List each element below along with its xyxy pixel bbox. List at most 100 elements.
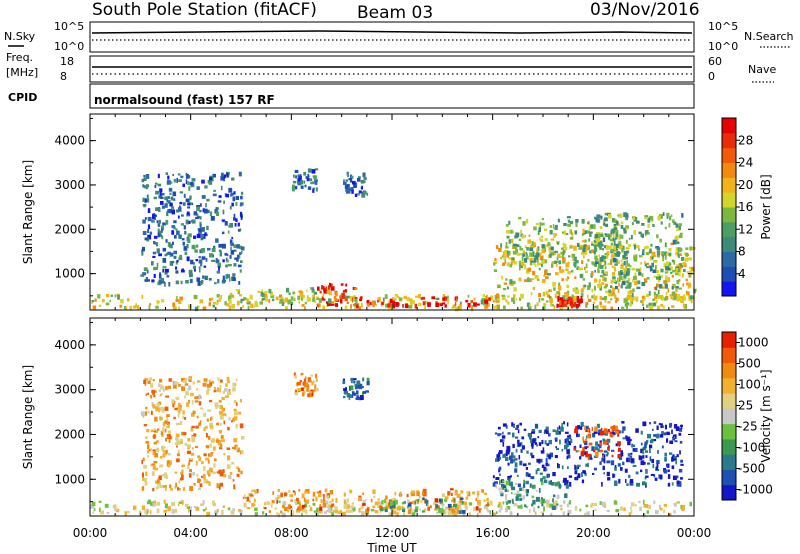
range-cell <box>152 465 157 470</box>
range-cell <box>629 289 633 294</box>
range-cell <box>146 184 149 188</box>
range-cell <box>293 174 295 178</box>
range-cell <box>360 386 364 389</box>
range-cell <box>631 296 635 301</box>
range-cell <box>688 295 691 299</box>
range-cell <box>377 498 380 501</box>
range-cell <box>151 279 155 283</box>
range-cell <box>198 259 203 264</box>
range-cell <box>661 431 664 435</box>
x-tick-label: 08:00 <box>274 526 309 540</box>
range-cell <box>583 284 587 288</box>
range-cell <box>419 508 421 511</box>
range-cell <box>651 262 654 268</box>
range-cell <box>175 482 178 488</box>
range-cell <box>162 422 166 427</box>
range-cell <box>216 471 220 474</box>
range-cell <box>655 264 657 270</box>
range-cell <box>160 393 163 396</box>
range-cell <box>220 435 224 439</box>
range-cell <box>310 181 314 185</box>
range-cell <box>286 287 290 293</box>
range-cell <box>152 379 155 382</box>
range-cell <box>587 221 589 224</box>
range-cell <box>394 491 397 496</box>
range-cell <box>191 425 195 429</box>
range-cell <box>196 186 200 190</box>
range-cell <box>567 440 572 446</box>
range-cell <box>634 296 639 300</box>
range-cell <box>556 260 559 263</box>
range-cell <box>444 506 449 510</box>
range-cell <box>145 440 150 444</box>
range-cell <box>632 222 634 226</box>
range-cell <box>163 499 166 504</box>
range-cell <box>530 452 533 456</box>
range-cell <box>228 264 232 267</box>
range-cell <box>195 244 199 248</box>
range-cell <box>615 285 618 290</box>
range-cell <box>626 483 629 486</box>
range-cell <box>603 286 607 289</box>
range-cell <box>147 392 150 395</box>
range-cell <box>550 289 553 292</box>
range-cell <box>640 300 642 303</box>
range-cell <box>178 479 181 484</box>
range-cell <box>512 250 517 255</box>
range-cell <box>505 480 509 486</box>
range-cell <box>354 304 357 310</box>
colorbar-swatch <box>722 147 736 163</box>
range-cell <box>629 480 634 486</box>
range-cell <box>602 438 606 442</box>
range-cell <box>552 498 554 503</box>
range-cell <box>120 298 124 304</box>
range-cell <box>535 511 537 515</box>
range-cell <box>213 463 216 468</box>
range-cell <box>614 266 616 272</box>
range-cell <box>357 178 361 182</box>
range-cell <box>573 261 577 267</box>
range-cell <box>252 502 255 507</box>
range-cell <box>174 442 179 446</box>
range-cell <box>650 473 655 476</box>
range-cell <box>304 382 309 387</box>
range-cell <box>558 292 561 297</box>
range-cell <box>641 273 644 277</box>
range-cell <box>214 387 216 391</box>
range-cell <box>618 282 620 287</box>
range-cell <box>604 212 607 216</box>
range-cell <box>304 490 308 494</box>
range-cell <box>542 476 546 480</box>
range-cell <box>639 267 642 272</box>
range-cell <box>575 222 578 227</box>
range-cell <box>188 175 191 179</box>
range-cell <box>675 235 679 240</box>
range-cell <box>505 224 509 227</box>
range-cell <box>565 268 569 272</box>
range-cell <box>661 445 664 449</box>
range-cell <box>166 421 170 425</box>
range-cell <box>613 223 617 227</box>
range-cell <box>667 482 671 487</box>
range-cell <box>217 262 221 268</box>
range-cell <box>153 241 156 245</box>
range-cell <box>538 429 542 433</box>
range-cell <box>600 233 604 237</box>
range-cell <box>499 504 503 508</box>
range-cell <box>631 458 635 463</box>
range-cell <box>323 496 325 501</box>
range-cell <box>531 244 535 248</box>
range-cell <box>321 285 324 290</box>
freq-panel: Freq. [MHz] 18 8 60 0 Nave <box>6 51 776 83</box>
range-cell <box>614 230 619 233</box>
range-cell <box>176 209 180 213</box>
range-cell <box>142 272 147 276</box>
range-cell <box>538 458 543 463</box>
range-cell <box>660 423 663 429</box>
range-cell <box>222 279 226 283</box>
colorbar-swatch <box>722 281 736 297</box>
range-cell <box>625 286 628 289</box>
range-cell <box>197 228 200 231</box>
range-cell <box>509 279 513 284</box>
colorbar-tick-label: 500 <box>738 357 761 371</box>
